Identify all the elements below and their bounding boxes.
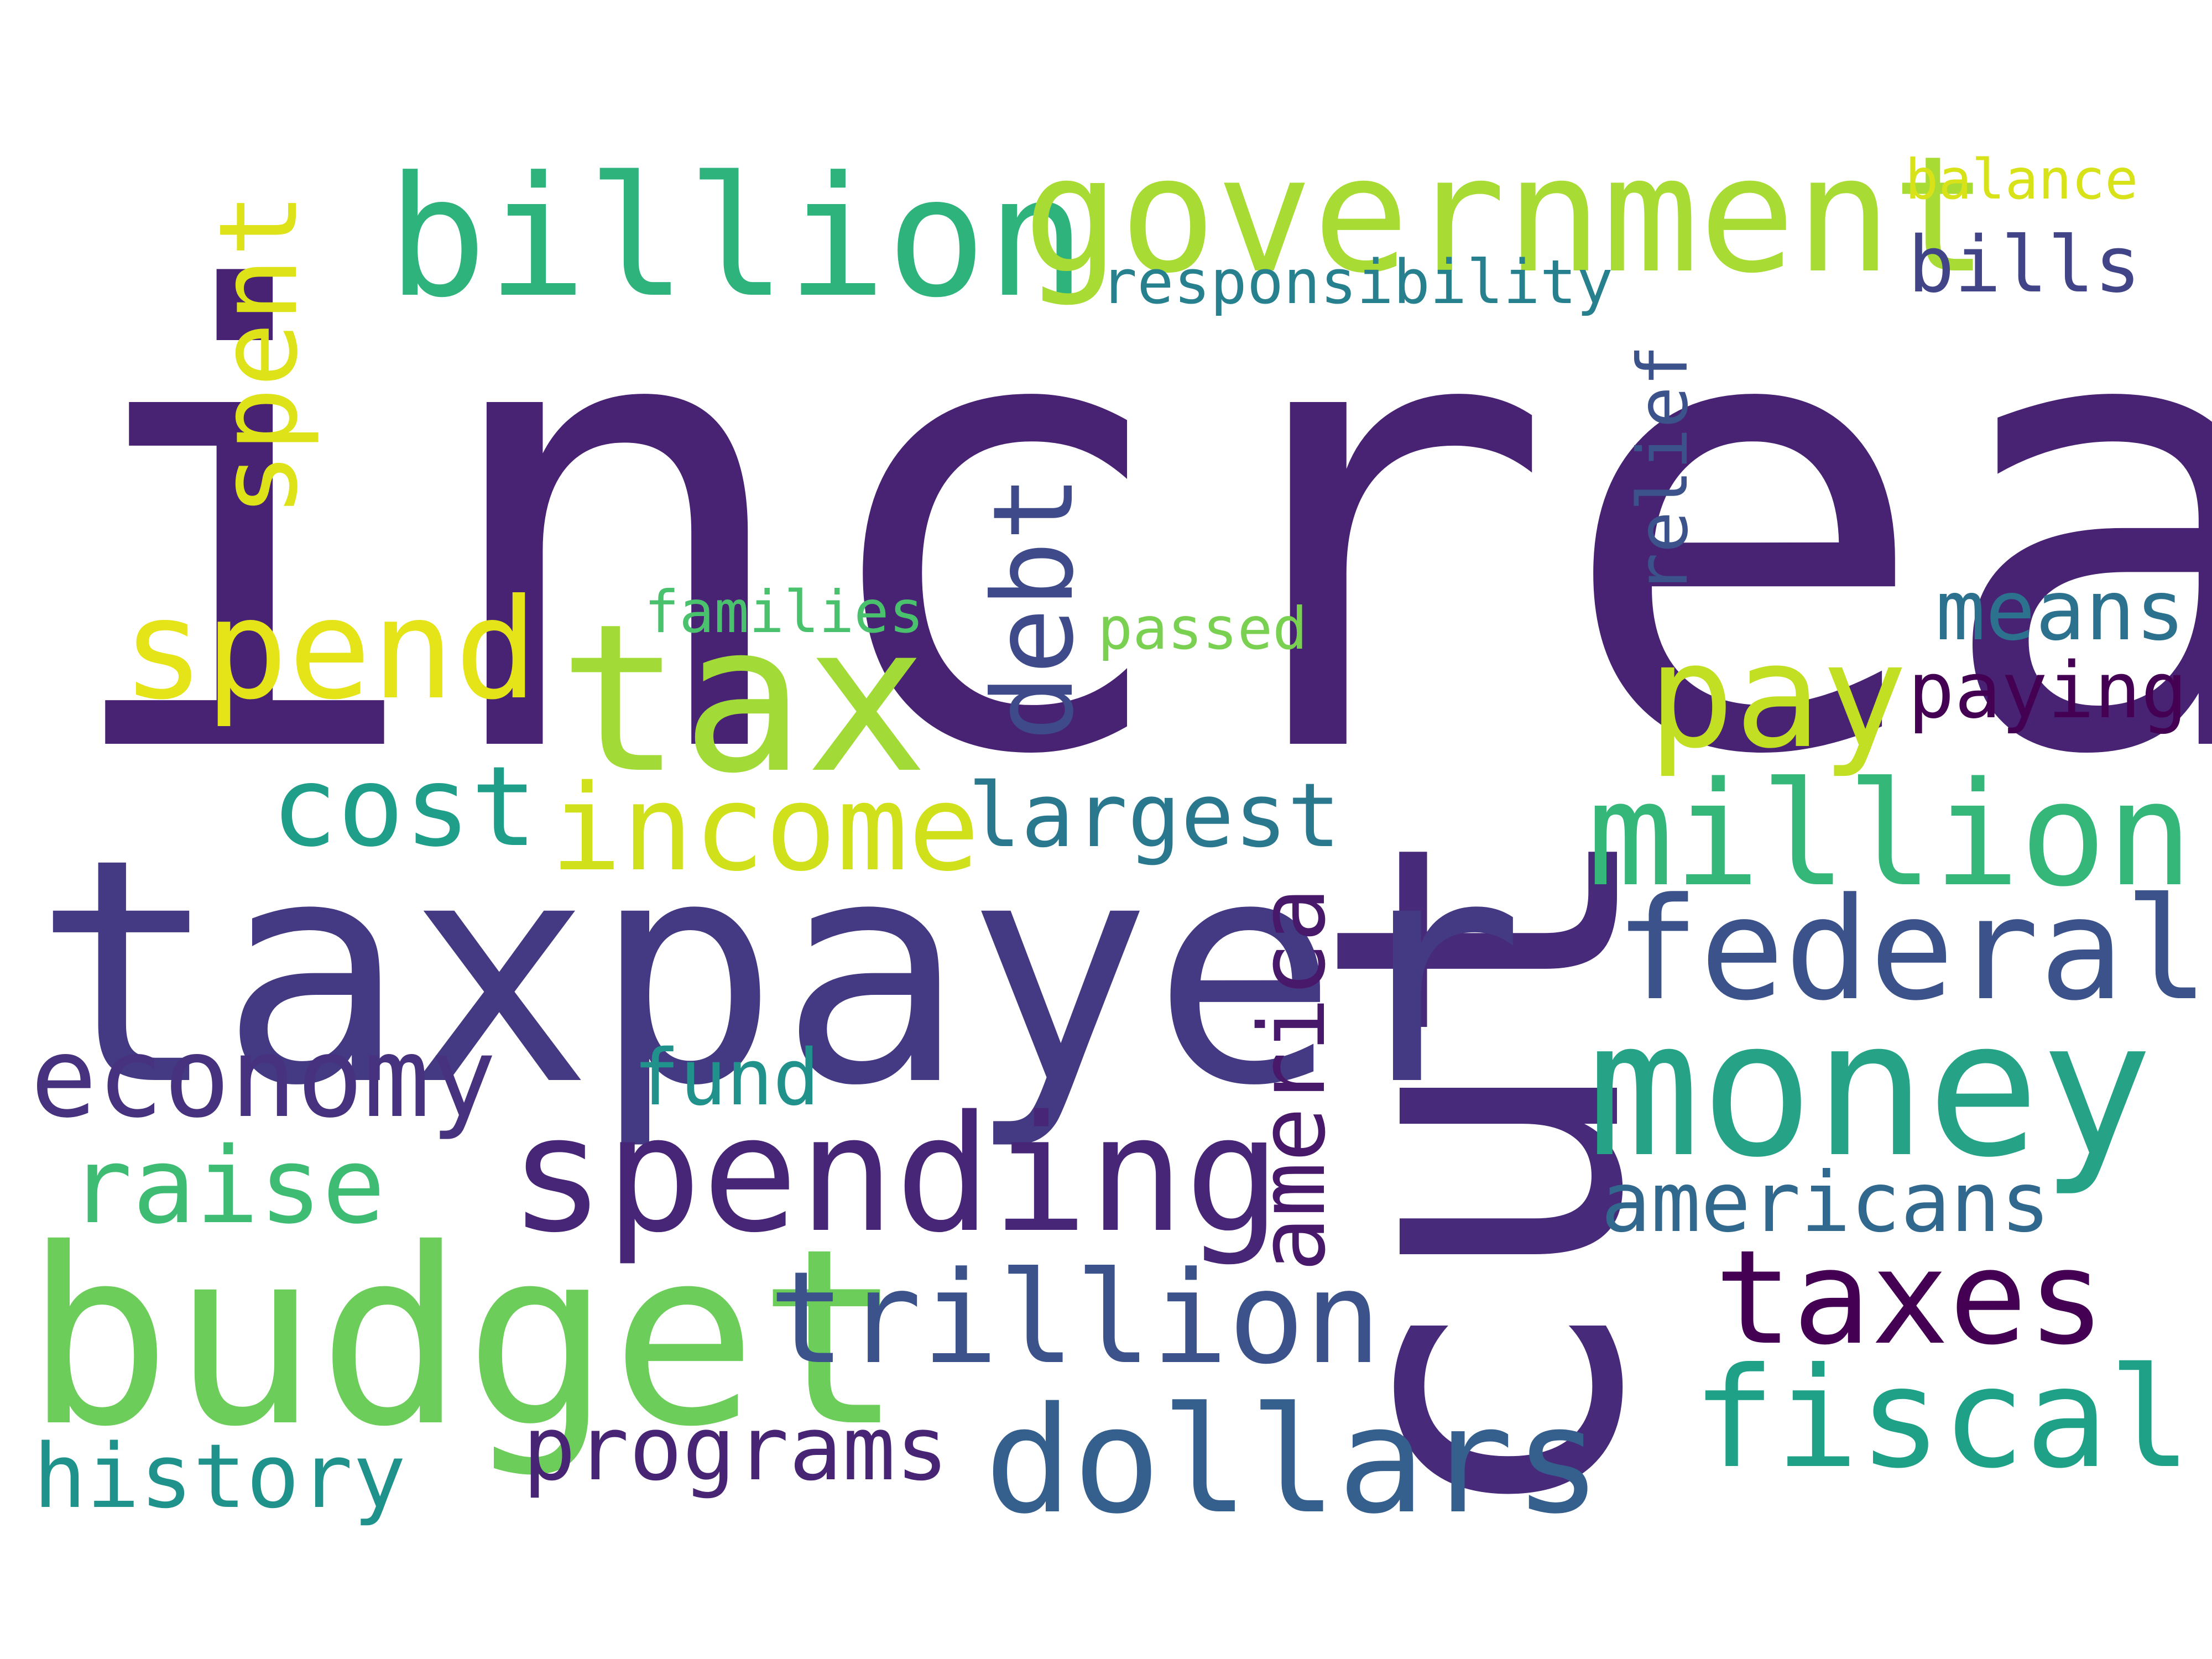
word-bills: bills (1908, 220, 2141, 310)
word-budget: budget (25, 1197, 904, 1480)
word-million: million (1587, 752, 2193, 919)
word-trillion: trillion (769, 1245, 1381, 1392)
word-debt: debt (969, 474, 1098, 741)
word-income: income (550, 759, 980, 898)
word-americans: americans (1601, 1155, 2051, 1251)
word-pay: pay (1648, 613, 1908, 780)
word-paying: paying (1908, 646, 2188, 736)
word-raise: raise (69, 1125, 385, 1247)
word-increase: increase (51, 164, 2212, 891)
word-spent: spent (196, 192, 321, 517)
word-taxpayer: taxpayer (33, 793, 1525, 1154)
word-fund: fund (633, 1033, 820, 1123)
word-america: america (1239, 887, 1345, 1272)
word-means: means (1936, 563, 2185, 659)
word-tax: tax (559, 581, 928, 818)
word-federal: federal (1615, 868, 2209, 1032)
word-spending: spending (509, 1082, 1281, 1268)
word-programs: programs (523, 1397, 949, 1500)
word-relief: relief (1623, 345, 1703, 594)
word-fiscal: fiscal (1692, 1338, 2192, 1499)
word-passed: passed (1098, 595, 1308, 662)
word-families: families (644, 578, 924, 646)
word-billion: billion (387, 141, 1087, 334)
word-largest: largest (968, 764, 1341, 867)
word-responsibility: responsibility (1100, 247, 1614, 317)
word-spend: spend (122, 569, 538, 730)
word-cost: cost (271, 743, 538, 872)
word-balance: balance (1905, 147, 2138, 212)
word-history: history (33, 1425, 406, 1528)
word-money: money (1587, 980, 2153, 1199)
word-economy: economy (30, 1014, 497, 1142)
word-government: government (1023, 122, 1989, 309)
word-dollars: dollars (984, 1376, 1602, 1546)
word-taxes: taxes (1714, 1223, 2106, 1374)
